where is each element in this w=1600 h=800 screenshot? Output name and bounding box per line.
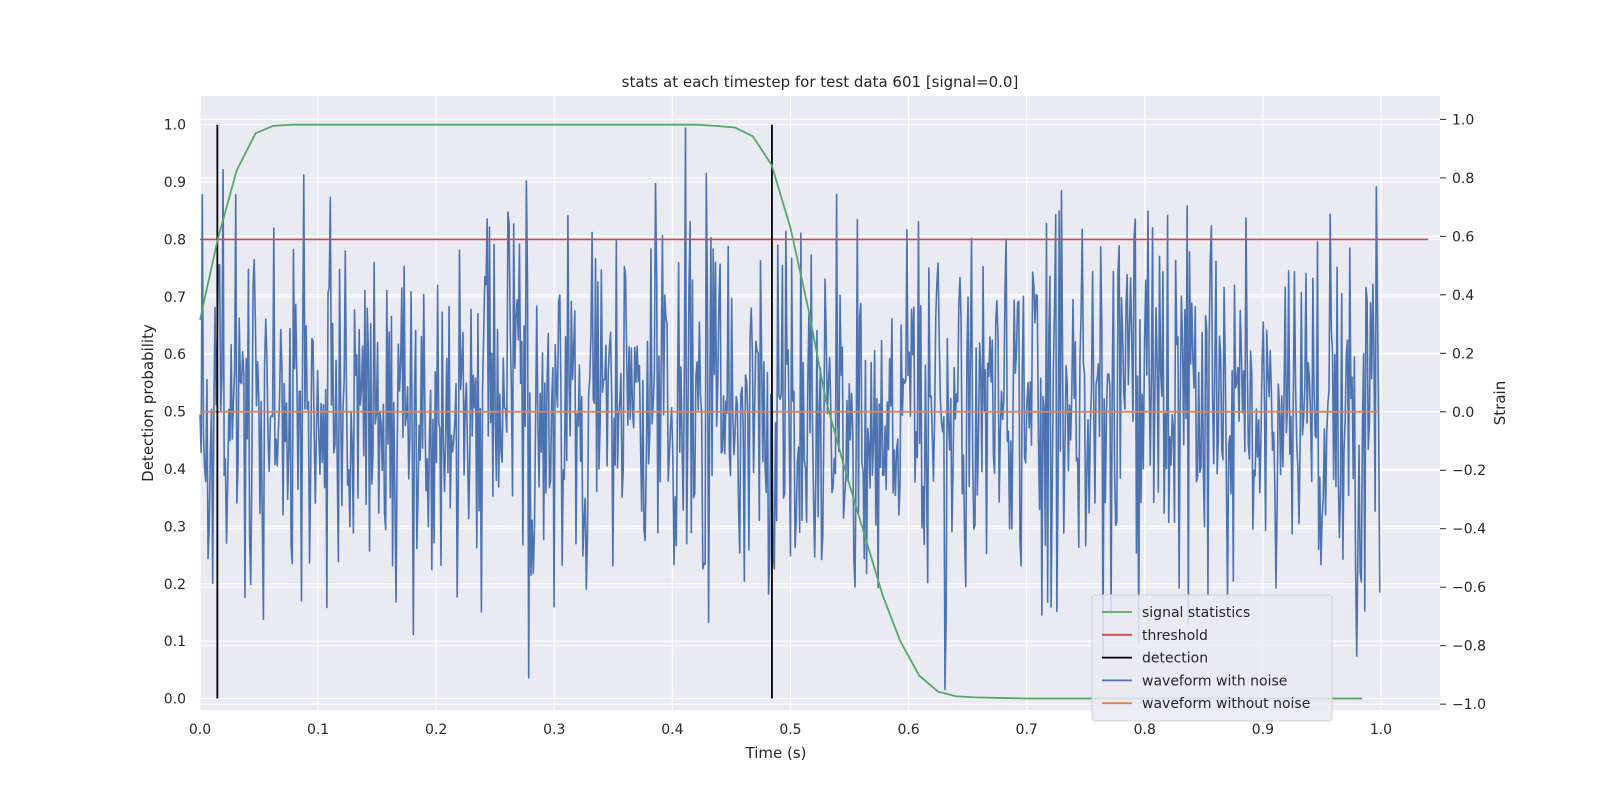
y-right-tick-label: −0.2	[1452, 463, 1486, 479]
y-tick-label: 0.6	[164, 347, 186, 363]
y-tick-label: 0.9	[164, 175, 186, 191]
legend-box	[1091, 594, 1333, 722]
y-right-tick-label: 0.6	[1452, 229, 1474, 245]
y-right-tick-label: 0.4	[1452, 288, 1474, 304]
y-right-tick-label: −1.0	[1452, 697, 1486, 713]
x-tick-label: 1.0	[1370, 722, 1392, 738]
x-axis-label: Time (s)	[745, 744, 807, 762]
y-right-tick-label: −0.8	[1452, 639, 1486, 655]
x-axis-ticks: 0.0 0.1 0.2 0.3 0.4 0.5 0.6 0.7 0.8 0.9 1.0	[189, 722, 1392, 738]
legend-label: detection	[1142, 651, 1208, 667]
x-tick-label: 0.8	[1134, 722, 1156, 738]
y-right-tick-label: 1.0	[1452, 112, 1474, 128]
y-right-tick-label: 0.2	[1452, 346, 1474, 362]
y-tick-label: 0.5	[164, 405, 186, 421]
y-tick-label: 0.7	[164, 290, 186, 306]
series-signal-statistics	[199, 123, 1363, 700]
x-tick-label: 0.5	[779, 722, 801, 738]
y-right-tick-label: 0.8	[1452, 171, 1474, 187]
series-waveform-with-noise	[199, 127, 1381, 691]
x-tick-label: 0.2	[425, 722, 447, 738]
y-axis-label: Detection probability	[139, 324, 157, 482]
y-right-tick-label: −0.4	[1452, 522, 1486, 538]
chart-title: stats at each timestep for test data 601…	[622, 73, 1019, 91]
legend-label: waveform with noise	[1142, 673, 1287, 689]
y-right-axis-label: Strain	[1491, 381, 1509, 425]
x-tick-label: 0.6	[897, 722, 919, 738]
y-right-tick-label: −0.6	[1452, 580, 1486, 596]
legend: signal statistics threshold detection wavef…	[1091, 594, 1333, 722]
x-tick-label: 0.7	[1016, 722, 1038, 738]
x-tick-label: 0.1	[307, 722, 329, 738]
y-axis-ticks: 0.0 0.1 0.2 0.3 0.4 0.5 0.6 0.7 0.8 0.9 1.0	[164, 118, 186, 708]
y-tick-label: 0.3	[164, 519, 186, 535]
y-tick-label: 0.2	[164, 577, 186, 593]
y-right-axis-ticks: −1.0 −0.8 −0.6 −0.4 −0.2 0.0 0.2 0.4 0.6 0.8 1.0	[1440, 112, 1486, 713]
series-layer	[199, 123, 1429, 700]
x-tick-label: 0.0	[189, 722, 211, 738]
y-tick-label: 0.4	[164, 462, 186, 478]
y-right-tick-label: 0.0	[1452, 405, 1474, 421]
legend-label: threshold	[1142, 628, 1208, 644]
legend-label: waveform without noise	[1142, 696, 1310, 712]
y-tick-label: 0.1	[164, 634, 186, 650]
y-tick-label: 1.0	[164, 118, 186, 134]
y-tick-label: 0.8	[164, 232, 186, 248]
x-tick-label: 0.3	[543, 722, 565, 738]
y-tick-label: 0.0	[164, 692, 186, 708]
legend-label: signal statistics	[1142, 605, 1250, 621]
x-tick-label: 0.9	[1252, 722, 1274, 738]
x-tick-label: 0.4	[661, 722, 683, 738]
